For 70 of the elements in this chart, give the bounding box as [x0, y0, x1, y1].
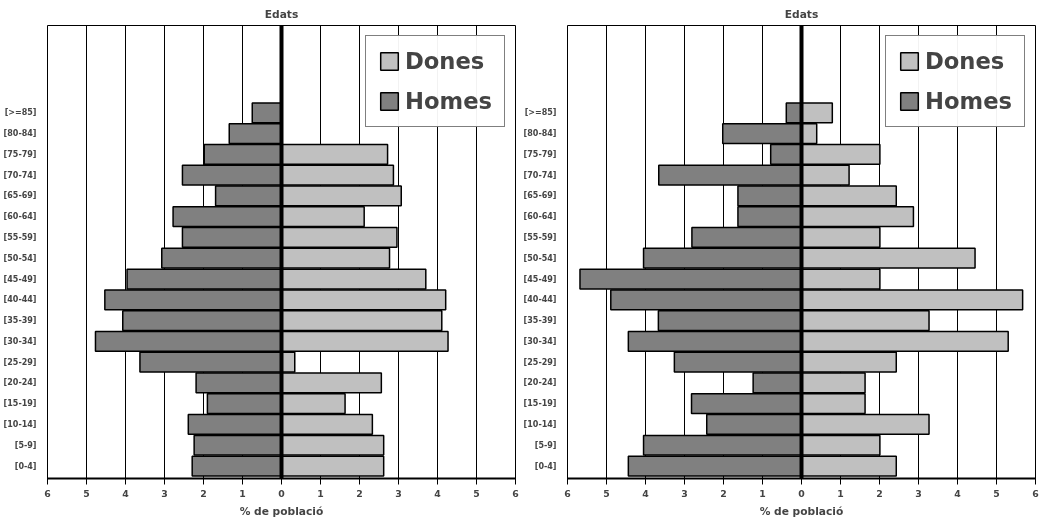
y-tick-label: [>=85] [524, 108, 557, 118]
legend-label: Homes [925, 88, 1012, 114]
x-axis-title: % de població [239, 504, 324, 518]
legend-label: Dones [405, 48, 485, 74]
x-tick-label: 3 [395, 487, 402, 499]
x-tick-label: 4 [642, 487, 650, 499]
x-tick-label: 1 [837, 487, 844, 499]
x-axis-title: % de població [759, 504, 844, 518]
y-tick-label: [>=85] [4, 108, 37, 118]
y-tick-label: [65-69] [3, 191, 37, 201]
x-tick-label: 2 [876, 487, 883, 499]
y-tick-label: [80-84] [523, 129, 557, 139]
y-tick-label: [60-64] [523, 212, 557, 222]
chart-title: Edats [264, 7, 299, 21]
y-tick-label: [75-79] [523, 149, 557, 159]
y-tick-label: [40-44] [3, 295, 37, 305]
legend-label: Dones [925, 48, 1005, 74]
y-tick-label: [15-19] [3, 399, 37, 409]
y-tick-label: [10-14] [3, 419, 37, 429]
x-tick-label: 5 [473, 487, 480, 499]
y-tick-label: [10-14] [523, 419, 557, 429]
y-tick-label: [0-4] [534, 461, 557, 471]
x-tick-label: 5 [83, 487, 90, 499]
legend-label: Homes [405, 88, 492, 114]
y-tick-label: [25-29] [523, 357, 557, 367]
x-tick-label: 6 [44, 487, 51, 499]
x-tick-label: 4 [122, 487, 130, 499]
y-tick-label: [30-34] [3, 336, 37, 346]
y-tick-label: [40-44] [523, 295, 557, 305]
y-tick-label: [5-9] [14, 440, 37, 450]
x-tick-label: 1 [239, 487, 246, 499]
y-tick-label: [25-29] [3, 357, 37, 367]
x-tick-label: 6 [1032, 487, 1039, 499]
x-tick-label: 4 [434, 487, 442, 499]
x-tick-label: 6 [564, 487, 571, 499]
y-tick-label: [15-19] [523, 399, 557, 409]
y-tick-label: [65-69] [523, 191, 557, 201]
x-tick-label: 2 [200, 487, 207, 499]
y-tick-label: [5-9] [534, 440, 557, 450]
y-tick-label: [50-54] [3, 253, 37, 263]
x-tick-label: 5 [603, 487, 610, 499]
y-tick-label: [20-24] [3, 378, 37, 388]
y-tick-label: [0-4] [14, 461, 37, 471]
y-tick-label: [55-59] [523, 232, 557, 242]
x-tick-label: 1 [759, 487, 766, 499]
y-tick-label: [55-59] [3, 232, 37, 242]
x-tick-label: 1 [317, 487, 324, 499]
chart-title: Edats [784, 7, 819, 21]
y-tick-label: [35-39] [3, 316, 37, 326]
x-tick-label: 4 [954, 487, 962, 499]
y-tick-label: [80-84] [3, 129, 37, 139]
y-tick-label: [60-64] [3, 212, 37, 222]
x-tick-label: 2 [356, 487, 363, 499]
x-tick-label: 0 [798, 487, 806, 499]
y-tick-label: [70-74] [523, 170, 557, 180]
x-tick-label: 2 [720, 487, 727, 499]
y-tick-label: [45-49] [523, 274, 557, 284]
x-tick-label: 5 [993, 487, 1000, 499]
x-tick-label: 3 [161, 487, 168, 499]
y-tick-label: [45-49] [3, 274, 37, 284]
x-tick-label: 0 [278, 487, 286, 499]
y-tick-label: [35-39] [523, 316, 557, 326]
x-tick-label: 3 [915, 487, 922, 499]
y-tick-label: [75-79] [3, 149, 37, 159]
x-tick-label: 3 [681, 487, 688, 499]
y-tick-label: [50-54] [523, 253, 557, 263]
y-tick-label: [30-34] [523, 336, 557, 346]
y-tick-label: [20-24] [523, 378, 557, 388]
y-tick-label: [70-74] [3, 170, 37, 180]
x-tick-label: 6 [512, 487, 519, 499]
